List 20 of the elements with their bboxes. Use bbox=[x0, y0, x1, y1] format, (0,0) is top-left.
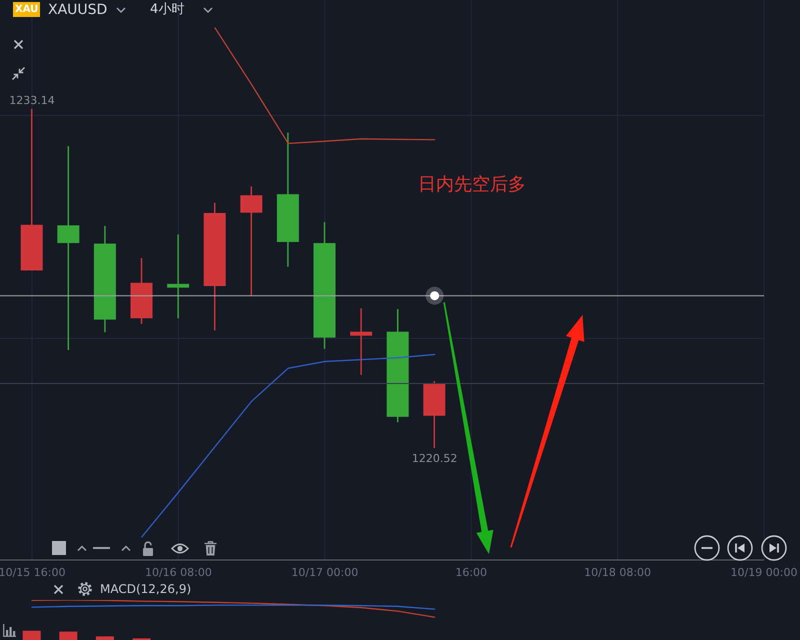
bar bbox=[59, 632, 78, 640]
candlestick bbox=[240, 186, 262, 296]
chart-subtitle: 4小时 bbox=[150, 1, 184, 19]
annotation: 日内先空后多 bbox=[418, 174, 526, 196]
annotation: 1233.14 bbox=[9, 94, 55, 108]
annotation: 1220.52 bbox=[412, 452, 458, 465]
x-tick-label: 10/17 00:00 bbox=[291, 566, 358, 579]
x-tick-label: 10/16 08:00 bbox=[144, 566, 212, 579]
x-tick-label: 10/15 16:00 bbox=[0, 566, 66, 579]
chart-title: MACD(12,26,9) bbox=[100, 581, 192, 597]
x-tick-label: 10/19 00:00 bbox=[730, 566, 798, 579]
candlestick bbox=[57, 145, 80, 351]
bar bbox=[96, 636, 114, 640]
candlestick bbox=[350, 308, 372, 376]
bar bbox=[22, 630, 41, 640]
chart-title: XAUUSD bbox=[48, 1, 108, 19]
x-tick-label: 16:00 bbox=[455, 566, 488, 579]
candlestick bbox=[167, 234, 190, 319]
annotation: XAU bbox=[13, 2, 40, 17]
x-tick-label: 10/18 08:00 bbox=[584, 566, 652, 579]
